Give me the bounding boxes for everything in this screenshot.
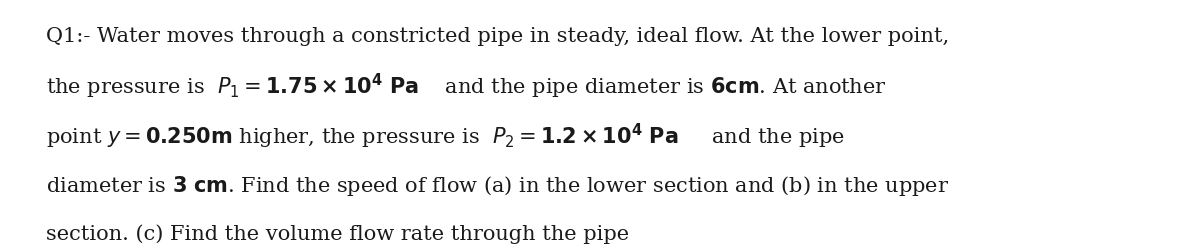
Text: the pressure is  $P_1 = \mathbf{1.75 \times 10^4\ Pa}$    and the pipe diameter : the pressure is $P_1 = \mathbf{1.75 \tim… xyxy=(46,72,887,101)
Text: section. (c) Find the volume flow rate through the pipe: section. (c) Find the volume flow rate t… xyxy=(46,224,629,244)
Text: diameter is $\mathbf{3\ cm}$. Find the speed of flow (a) in the lower section an: diameter is $\mathbf{3\ cm}$. Find the s… xyxy=(46,174,949,198)
Text: point $y = \mathbf{0.250m}$ higher, the pressure is  $P_2 = \mathbf{1.2 \times 1: point $y = \mathbf{0.250m}$ higher, the … xyxy=(46,122,845,151)
Text: Q1:- Water moves through a constricted pipe in steady, ideal flow. At the lower : Q1:- Water moves through a constricted p… xyxy=(46,27,949,46)
